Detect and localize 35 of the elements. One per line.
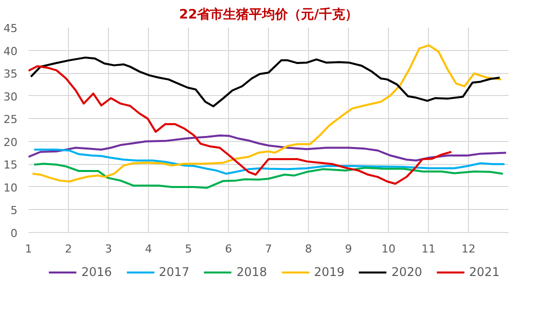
x-tick-label: 1 — [25, 242, 32, 256]
y-tick-label: 30 — [4, 90, 18, 104]
x-tick-label: 6 — [225, 242, 232, 256]
y-tick-label: 15 — [4, 158, 18, 172]
chart-title: 22省市生猪平均价（元/千克） — [179, 6, 358, 22]
legend-label: 2020 — [392, 265, 422, 279]
line-series — [28, 65, 452, 185]
y-tick-label: 40 — [4, 44, 18, 58]
y-tick-label: 25 — [4, 113, 18, 126]
x-tick-label: 5 — [185, 242, 192, 256]
x-tick-label: 9 — [345, 242, 352, 256]
x-tick-label: 2 — [65, 242, 72, 256]
line-series — [33, 148, 506, 175]
x-tick-label: 4 — [145, 242, 152, 256]
x-tick-label: 3 — [105, 242, 112, 256]
x-tick-label: 12 — [462, 242, 476, 256]
line-series — [33, 162, 504, 189]
y-tick-label: 20 — [4, 136, 18, 149]
y-tick-label: 0 — [10, 227, 18, 240]
x-tick-label: 11 — [422, 242, 436, 256]
legend-label: 2016 — [81, 265, 112, 279]
y-tick-label: 45 — [4, 22, 18, 35]
x-tick-label: 10 — [382, 242, 396, 256]
line-series — [30, 56, 501, 108]
x-tick-label: 7 — [265, 242, 272, 256]
line-series — [28, 134, 508, 162]
legend-label: 2021 — [469, 265, 500, 279]
x-tick-label: 8 — [305, 242, 312, 256]
line-series — [32, 44, 502, 182]
legend-label: 2018 — [236, 265, 267, 279]
legend-label: 2017 — [158, 265, 190, 279]
legend-label: 2019 — [314, 265, 345, 279]
y-tick-label: 5 — [10, 204, 18, 218]
y-tick-label: 10 — [4, 181, 18, 194]
y-tick-label: 35 — [4, 68, 18, 81]
